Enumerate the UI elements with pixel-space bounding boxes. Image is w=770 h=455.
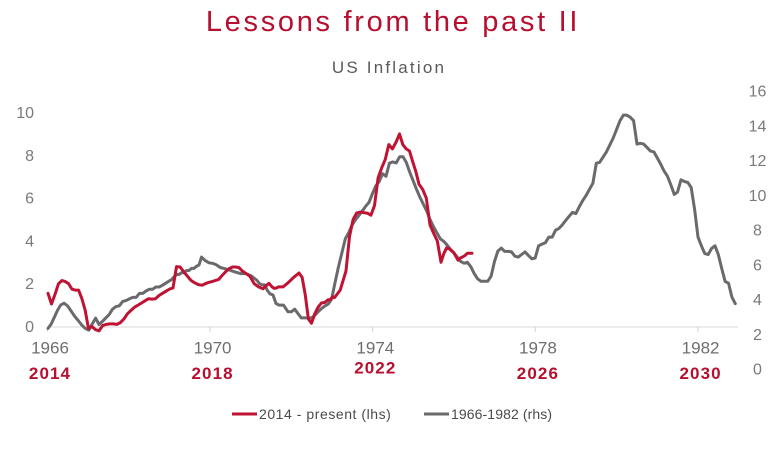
svg-text:6: 6 xyxy=(25,191,34,208)
svg-text:2014 - present (lhs): 2014 - present (lhs) xyxy=(259,406,391,422)
svg-text:2022: 2022 xyxy=(354,359,396,378)
svg-text:4: 4 xyxy=(753,292,762,309)
svg-text:1966-1982 (rhs): 1966-1982 (rhs) xyxy=(451,406,552,422)
svg-text:12: 12 xyxy=(749,153,767,170)
svg-text:2026: 2026 xyxy=(517,364,559,383)
svg-text:2018: 2018 xyxy=(191,364,233,383)
svg-text:2: 2 xyxy=(753,327,762,344)
svg-text:0: 0 xyxy=(753,362,762,379)
svg-text:2014: 2014 xyxy=(29,364,71,383)
svg-text:1970: 1970 xyxy=(194,339,232,358)
svg-text:2: 2 xyxy=(25,276,34,293)
svg-text:6: 6 xyxy=(753,257,762,274)
svg-text:16: 16 xyxy=(749,84,767,101)
svg-text:8: 8 xyxy=(25,148,34,165)
svg-text:US Inflation: US Inflation xyxy=(332,58,446,77)
svg-text:2030: 2030 xyxy=(679,364,721,383)
svg-text:Lessons from the past II: Lessons from the past II xyxy=(206,6,580,38)
svg-text:1966: 1966 xyxy=(31,339,69,358)
svg-text:8: 8 xyxy=(753,223,762,240)
svg-text:10: 10 xyxy=(749,188,767,205)
svg-text:4: 4 xyxy=(25,233,34,250)
svg-text:10: 10 xyxy=(16,105,34,122)
svg-text:1982: 1982 xyxy=(682,339,720,358)
svg-text:1978: 1978 xyxy=(519,339,557,358)
svg-text:1974: 1974 xyxy=(356,339,394,358)
svg-text:14: 14 xyxy=(749,118,767,135)
svg-text:0: 0 xyxy=(25,319,34,336)
